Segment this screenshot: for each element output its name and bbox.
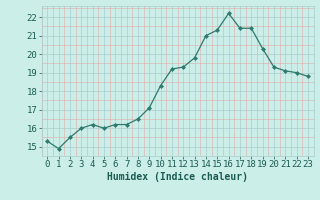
- X-axis label: Humidex (Indice chaleur): Humidex (Indice chaleur): [107, 172, 248, 182]
